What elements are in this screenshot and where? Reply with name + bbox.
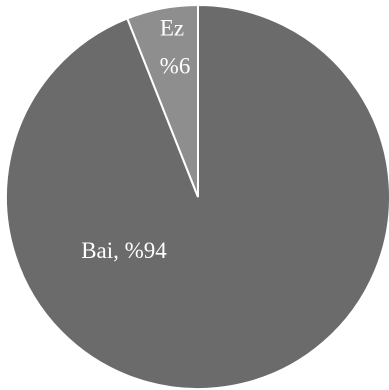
value-label: %94: [125, 238, 168, 263]
pie-slice: [126, 3, 199, 198]
label-separator: ,: [113, 238, 125, 263]
category-label: Bai: [81, 238, 113, 263]
category-label: Ez: [160, 15, 184, 40]
value-label: %6: [160, 53, 191, 78]
slice-label: Bai, %94: [81, 238, 167, 263]
